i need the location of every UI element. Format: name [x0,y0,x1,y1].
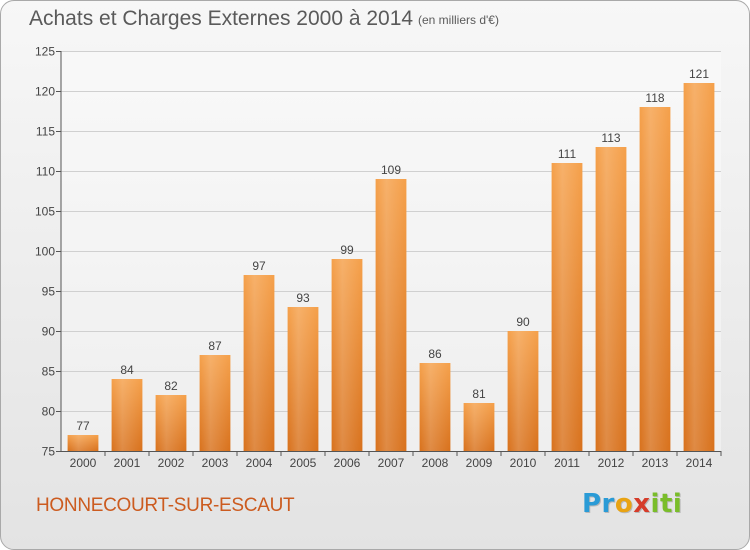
y-tick-label: 80 [42,405,56,419]
bar-highlight [639,107,671,451]
bar-highlight [67,435,99,451]
x-tick-label: 2009 [466,456,493,470]
logo-part: Pr [582,489,615,519]
data-label: 82 [164,379,178,393]
commune-name: HONNECOURT-SUR-ESCAUT [36,495,295,516]
y-tick-label: 105 [35,205,55,219]
data-label: 97 [252,259,266,273]
y-tick-label: 120 [35,85,55,99]
data-label: 86 [428,347,442,361]
logo-part: x [633,489,651,519]
bar-highlight [375,179,407,451]
data-label: 81 [472,387,486,401]
proxiti-logo: Proxiti [582,489,682,519]
y-tick-label: 75 [42,445,56,459]
x-tick-label: 2010 [510,456,537,470]
y-axis-ticks: 75 80 85 90 95 100 105 110 115 120 125 [35,45,61,459]
chart-title: Achats et Charges Externes 2000 à 2014 [29,7,414,30]
bar-highlight [463,403,495,451]
bar-highlight [683,83,715,451]
data-label: 84 [120,363,134,377]
bar-highlight [199,355,231,451]
chart-unit-label: (en milliers d'€) [418,13,499,27]
data-label: 109 [381,163,401,177]
bar-highlight [595,147,627,451]
x-tick-label: 2005 [290,456,317,470]
bar-highlight [507,331,539,451]
data-label: 99 [340,243,354,257]
data-label: 77 [76,419,90,433]
logo-part: iti [650,489,683,519]
y-tick-label: 85 [42,365,56,379]
data-label: 118 [645,91,664,105]
x-tick-label: 2008 [422,456,449,470]
x-tick-label: 2012 [598,456,625,470]
y-tick-label: 125 [35,45,55,59]
bar-highlight [243,275,275,451]
bar-highlight [111,379,143,451]
x-tick-label: 2001 [114,456,141,470]
y-tick-label: 100 [35,245,55,259]
x-tick-label: 2003 [202,456,229,470]
x-tick-label: 2013 [642,456,669,470]
bar-highlight [287,307,319,451]
data-label: 93 [296,291,310,305]
data-label: 121 [689,67,709,81]
bar-highlight [551,163,583,451]
x-tick-label: 2011 [554,456,580,470]
x-axis-ticks: 2000 2001 2002 2003 2004 2005 2006 2007 2008 2009… [70,451,722,470]
bar-highlight [331,259,363,451]
y-tick-label: 110 [36,165,55,179]
data-label: 111 [558,147,577,161]
x-tick-label: 2002 [158,456,185,470]
bars [67,83,715,451]
y-tick-label: 90 [42,325,56,339]
x-tick-label: 2014 [686,456,713,470]
bar-highlight [155,395,187,451]
data-label: 90 [516,315,530,329]
logo-part: o [614,489,634,519]
data-label: 113 [601,131,620,145]
bar-highlight [419,363,451,451]
y-tick-label: 115 [36,125,55,139]
data-label: 87 [208,339,222,353]
y-tick-label: 95 [42,285,56,299]
x-tick-label: 2000 [70,456,97,470]
x-tick-label: 2004 [246,456,273,470]
x-tick-label: 2006 [334,456,361,470]
x-tick-label: 2007 [378,456,405,470]
data-labels: 77 84 82 87 97 93 99 109 86 81 90 111 113 118 121 [76,67,709,433]
